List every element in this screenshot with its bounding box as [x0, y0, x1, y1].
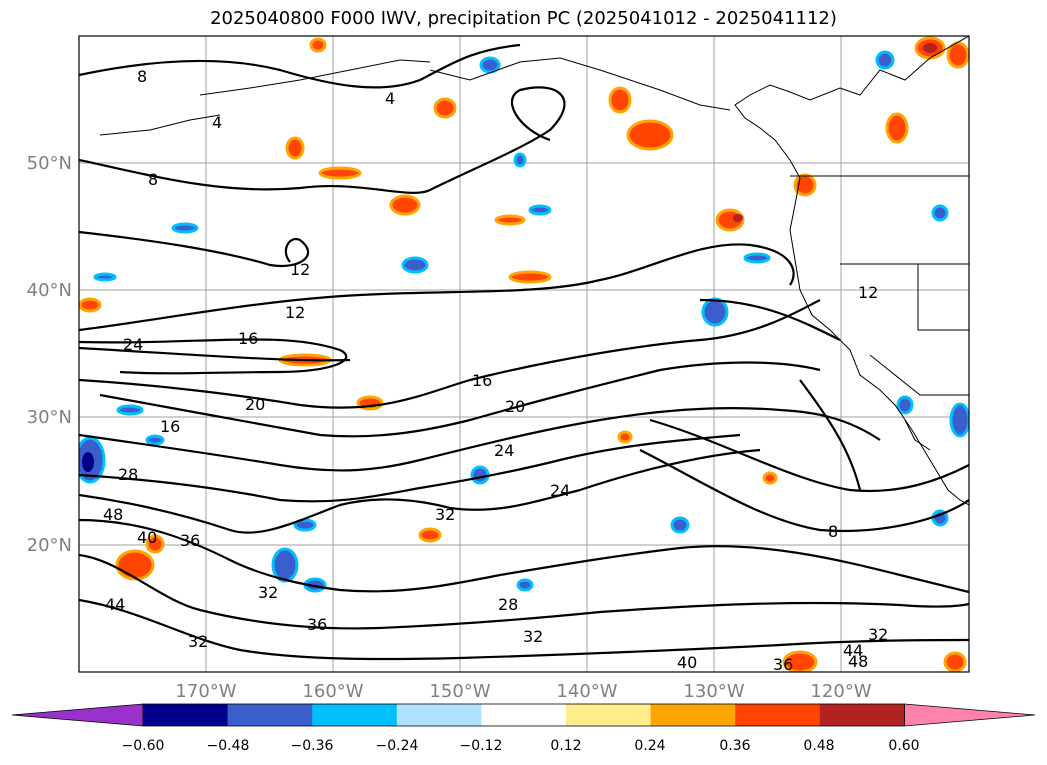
contour-label: 12	[290, 260, 310, 279]
colorbar-segment	[735, 704, 821, 726]
lat-label: 50°N	[27, 153, 72, 174]
contour-labels: 8 8 8 4 4 12 12 12 16 16 16 20 20 24 24 …	[103, 67, 888, 674]
colorbar-tick-labels: −0.60 −0.48 −0.36 −0.24 −0.12 0.12 0.24 …	[122, 738, 920, 754]
colorbar-segment	[566, 704, 652, 726]
latitude-labels: 50°N 40°N 30°N 20°N	[27, 153, 72, 556]
lat-label: 40°N	[27, 280, 72, 301]
colorbar: −0.60 −0.48 −0.36 −0.24 −0.12 0.12 0.24 …	[11, 703, 1036, 754]
contour-label: 16	[472, 371, 492, 390]
colorbar-tick-label: −0.36	[291, 738, 334, 754]
contour-label: 36	[180, 531, 200, 550]
contour-label: 20	[245, 395, 265, 414]
contour-label: 44	[105, 595, 125, 614]
longitude-labels: 170°W 160°W 150°W 140°W 130°W 120°W	[175, 681, 871, 702]
contour-label: 8	[148, 170, 158, 189]
colorbar-segment	[143, 704, 229, 726]
colorbar-segment	[396, 704, 482, 726]
colorbar-tick-label: −0.48	[207, 738, 250, 754]
lon-label: 130°W	[683, 681, 744, 702]
map-background	[79, 36, 969, 672]
contour-label: 4	[385, 89, 395, 108]
colorbar-segment	[227, 704, 313, 726]
contour-label: 40	[137, 528, 157, 547]
iwv-contours	[79, 43, 969, 661]
colorbar-segment	[312, 704, 398, 726]
colorbar-frame	[142, 703, 905, 727]
colorbar-tick-label: −0.24	[376, 738, 419, 754]
contour-label: 12	[858, 283, 878, 302]
contour-label: 32	[523, 627, 543, 646]
contour-label: 32	[435, 505, 455, 524]
contour-label: 36	[773, 655, 793, 674]
lon-label: 170°W	[175, 681, 236, 702]
colorbar-extend-high	[904, 703, 1036, 727]
contour-label: 8	[137, 67, 147, 86]
contour-label: 48	[103, 505, 123, 524]
lon-label: 150°W	[429, 681, 490, 702]
colorbar-segment	[819, 704, 905, 726]
lon-label: 140°W	[556, 681, 617, 702]
colorbar-tick-label: 0.12	[550, 738, 581, 754]
map-frame	[78, 35, 970, 673]
lat-label: 20°N	[27, 535, 72, 556]
chart-title: 2025040800 F000 IWV, precipitation PC (2…	[210, 8, 837, 29]
contour-label: 16	[238, 329, 258, 348]
colorbar-segment	[650, 704, 736, 726]
colorbar-tick-label: 0.60	[888, 738, 919, 754]
colorbar-tick-label: −0.12	[460, 738, 503, 754]
contour-label: 12	[285, 303, 305, 322]
colorbar-segments	[11, 703, 1036, 727]
contour-label: 40	[677, 653, 697, 672]
colorbar-tick-label: 0.36	[719, 738, 750, 754]
colorbar-tick-label: 0.24	[634, 738, 665, 754]
lon-label: 120°W	[810, 681, 871, 702]
colorbar-segment	[481, 704, 567, 726]
lon-label: 160°W	[302, 681, 363, 702]
contour-label: 32	[258, 583, 278, 602]
colorbar-tick-label: −0.60	[122, 738, 165, 754]
lat-label: 30°N	[27, 407, 72, 428]
contour-label: 44	[843, 641, 863, 660]
coastlines	[99, 36, 969, 506]
contour-label: 28	[498, 595, 518, 614]
contour-label: 28	[118, 465, 138, 484]
contour-label: 24	[494, 441, 514, 460]
contour-label: 20	[505, 397, 525, 416]
contour-label: 32	[188, 632, 208, 651]
contour-label: 48	[848, 652, 868, 671]
colorbar-tick-label: 0.48	[803, 738, 834, 754]
contour-label: 8	[828, 522, 838, 541]
contour-label: 24	[123, 335, 143, 354]
contour-label: 16	[160, 417, 180, 436]
contour-label: 24	[550, 481, 570, 500]
colorbar-extend-low	[11, 703, 144, 727]
contour-label: 32	[868, 625, 888, 644]
contour-label: 36	[307, 615, 327, 634]
contour-label: 4	[212, 113, 222, 132]
